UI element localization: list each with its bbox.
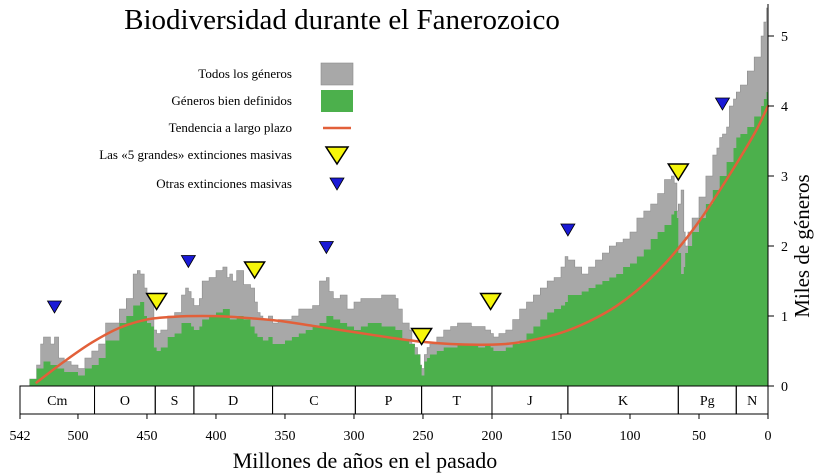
- y-tick-label: 4: [781, 100, 788, 115]
- period-label: P: [385, 394, 393, 409]
- big-five-extinction-marker: [243, 261, 266, 280]
- x-tick-label: 250: [412, 429, 433, 444]
- x-tick-label: 100: [619, 429, 640, 444]
- y-axis-label: Miles de géneros: [790, 174, 814, 317]
- period-label: Cm: [47, 394, 67, 409]
- other-extinction-marker: [46, 300, 63, 314]
- series-trend-line: [35, 104, 770, 384]
- period-label: T: [453, 394, 462, 409]
- extinction-markers: [46, 97, 731, 346]
- big-five-extinction-marker: [410, 327, 433, 346]
- x-tick-label: 50: [692, 429, 706, 444]
- period-label: J: [527, 394, 533, 409]
- period-label: N: [747, 394, 757, 409]
- period-bar-frame: [19, 385, 769, 415]
- legend-label-other: Otras extinciones masivas: [156, 176, 292, 191]
- legend-swatch-all-genera: [320, 62, 354, 86]
- period-label: S: [171, 394, 179, 409]
- series-all-genera-area: [20, 4, 769, 387]
- period-label: C: [309, 394, 318, 409]
- other-extinction-marker: [318, 241, 335, 255]
- x-axis-label: Millones de años en el pasado: [233, 448, 498, 473]
- legend-swatch-other: [329, 177, 345, 191]
- big-five-extinction-marker: [145, 292, 168, 311]
- legend-swatch-big-five: [324, 146, 350, 166]
- chart-title: Biodiversidad durante el Fanerozoico: [124, 4, 560, 36]
- y-tick-label: 0: [781, 380, 788, 395]
- legend-label-trend: Tendencia a largo plazo: [169, 120, 292, 135]
- x-tick-label: 450: [136, 429, 157, 444]
- legend-label-defined: Géneros bien definidos: [171, 93, 292, 108]
- axes: 0 1 2 3 4 5: [767, 4, 788, 395]
- x-tick-label: 150: [550, 429, 571, 444]
- plot-area: [20, 4, 770, 387]
- other-extinction-marker: [180, 255, 197, 269]
- x-tick-label: 400: [205, 429, 226, 444]
- x-tick-label: 300: [343, 429, 364, 444]
- series-well-defined-area: [20, 88, 768, 386]
- y-tick-label: 2: [781, 240, 788, 255]
- x-tick-label: 542: [10, 429, 31, 444]
- period-label: Pg: [700, 394, 715, 409]
- x-tick-label: 350: [274, 429, 295, 444]
- y-tick-label: 3: [781, 170, 788, 185]
- period-label: D: [228, 394, 238, 409]
- legend-label-all: Todos los géneros: [198, 66, 292, 81]
- period-label: K: [618, 394, 628, 409]
- x-tick-label: 500: [67, 429, 88, 444]
- big-five-extinction-marker: [666, 163, 690, 182]
- x-tick-label: 200: [481, 429, 502, 444]
- period-cell: [735, 385, 769, 415]
- x-tick-label: 0: [765, 429, 772, 444]
- legend-label-big5: Las «5 grandes» extinciones masivas: [99, 147, 292, 162]
- y-tick-label: 5: [781, 30, 788, 45]
- other-extinction-marker: [560, 223, 576, 237]
- other-extinction-marker: [714, 97, 731, 111]
- big-five-extinction-marker: [479, 292, 502, 311]
- legend-swatch-well-defined: [321, 90, 353, 112]
- period-label: O: [120, 394, 130, 409]
- legend: Todos los géneros Géneros bien definidos T…: [99, 62, 354, 191]
- y-tick-label: 1: [781, 310, 788, 325]
